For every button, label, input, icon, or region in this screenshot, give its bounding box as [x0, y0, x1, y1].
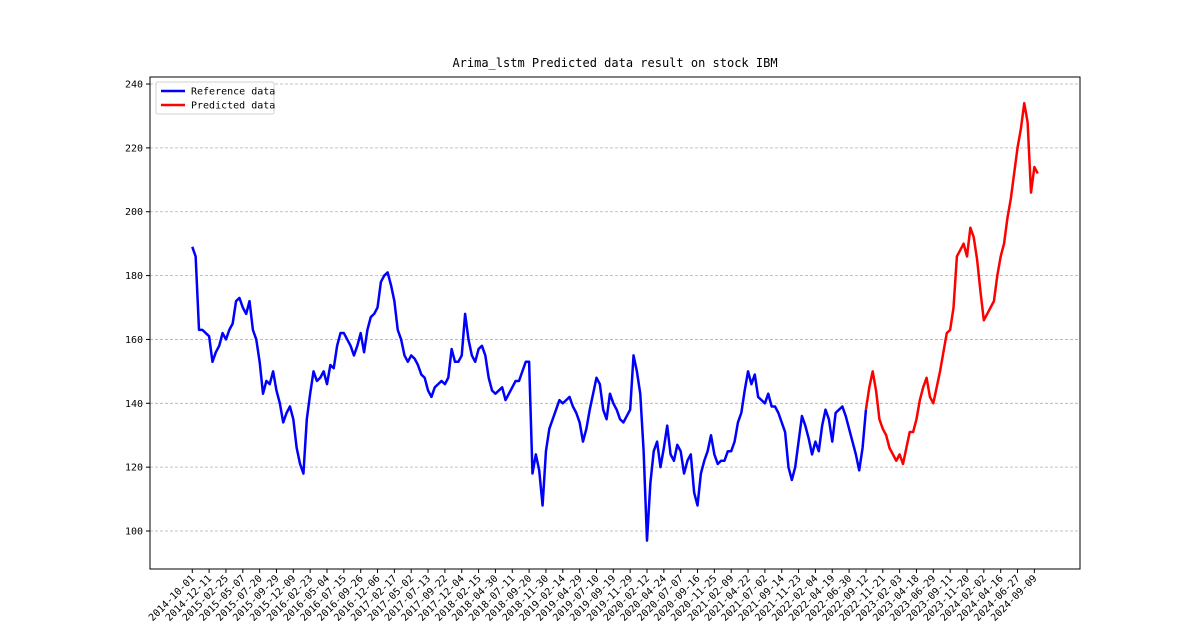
y-tick-label: 100	[125, 527, 143, 538]
chart-title: Arima_lstm Predicted data result on stoc…	[452, 56, 777, 70]
legend-label: Predicted data	[191, 101, 275, 112]
legend-label: Reference data	[191, 87, 275, 98]
y-tick-label: 120	[125, 463, 143, 474]
plot-frame	[149, 76, 1081, 570]
data-line	[864, 101, 1039, 466]
y-tick-label: 240	[125, 80, 143, 91]
y-tick-label: 200	[125, 207, 143, 218]
y-tick-label: 180	[125, 271, 143, 282]
data-line	[191, 246, 868, 542]
y-tick-label: 140	[125, 399, 143, 410]
y-tick-label: 220	[125, 143, 143, 154]
y-tick-label: 160	[125, 335, 143, 346]
legend-box	[155, 81, 275, 115]
